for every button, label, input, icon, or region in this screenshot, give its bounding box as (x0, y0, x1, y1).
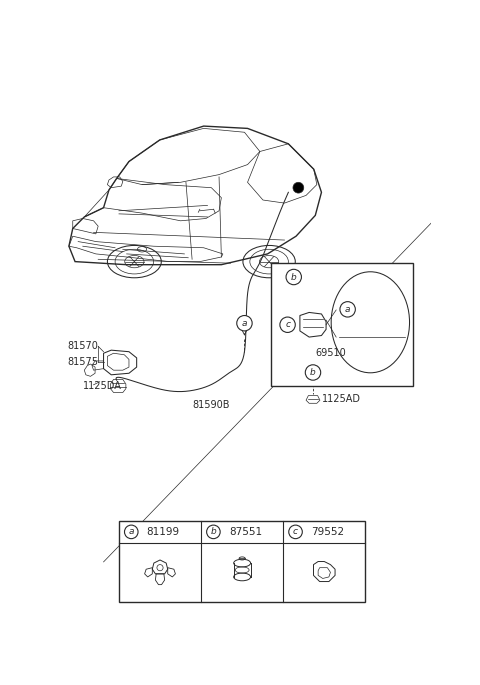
Text: 69510: 69510 (315, 348, 346, 358)
Text: c: c (293, 527, 298, 536)
Text: 81570: 81570 (67, 341, 98, 351)
Text: c: c (285, 321, 290, 329)
Circle shape (289, 525, 302, 538)
Text: a: a (242, 319, 247, 327)
Circle shape (305, 365, 321, 380)
Circle shape (340, 301, 355, 317)
Text: 1125DA: 1125DA (83, 382, 121, 391)
Text: a: a (129, 527, 134, 536)
Text: b: b (291, 273, 297, 282)
Circle shape (280, 317, 295, 332)
Bar (271, 263, 413, 386)
Text: 81575: 81575 (67, 357, 98, 366)
Circle shape (293, 182, 304, 193)
Text: b: b (310, 368, 316, 377)
Text: 79552: 79552 (311, 527, 344, 537)
Text: 87551: 87551 (229, 527, 262, 537)
Text: 81199: 81199 (147, 527, 180, 537)
Circle shape (206, 525, 220, 538)
Circle shape (286, 269, 301, 285)
Text: b: b (211, 527, 216, 536)
Text: a: a (345, 305, 350, 314)
Text: 1125AD: 1125AD (322, 395, 361, 404)
Bar (119, 521, 365, 602)
Circle shape (124, 525, 138, 538)
Text: 81590B: 81590B (192, 400, 230, 410)
Circle shape (237, 316, 252, 331)
